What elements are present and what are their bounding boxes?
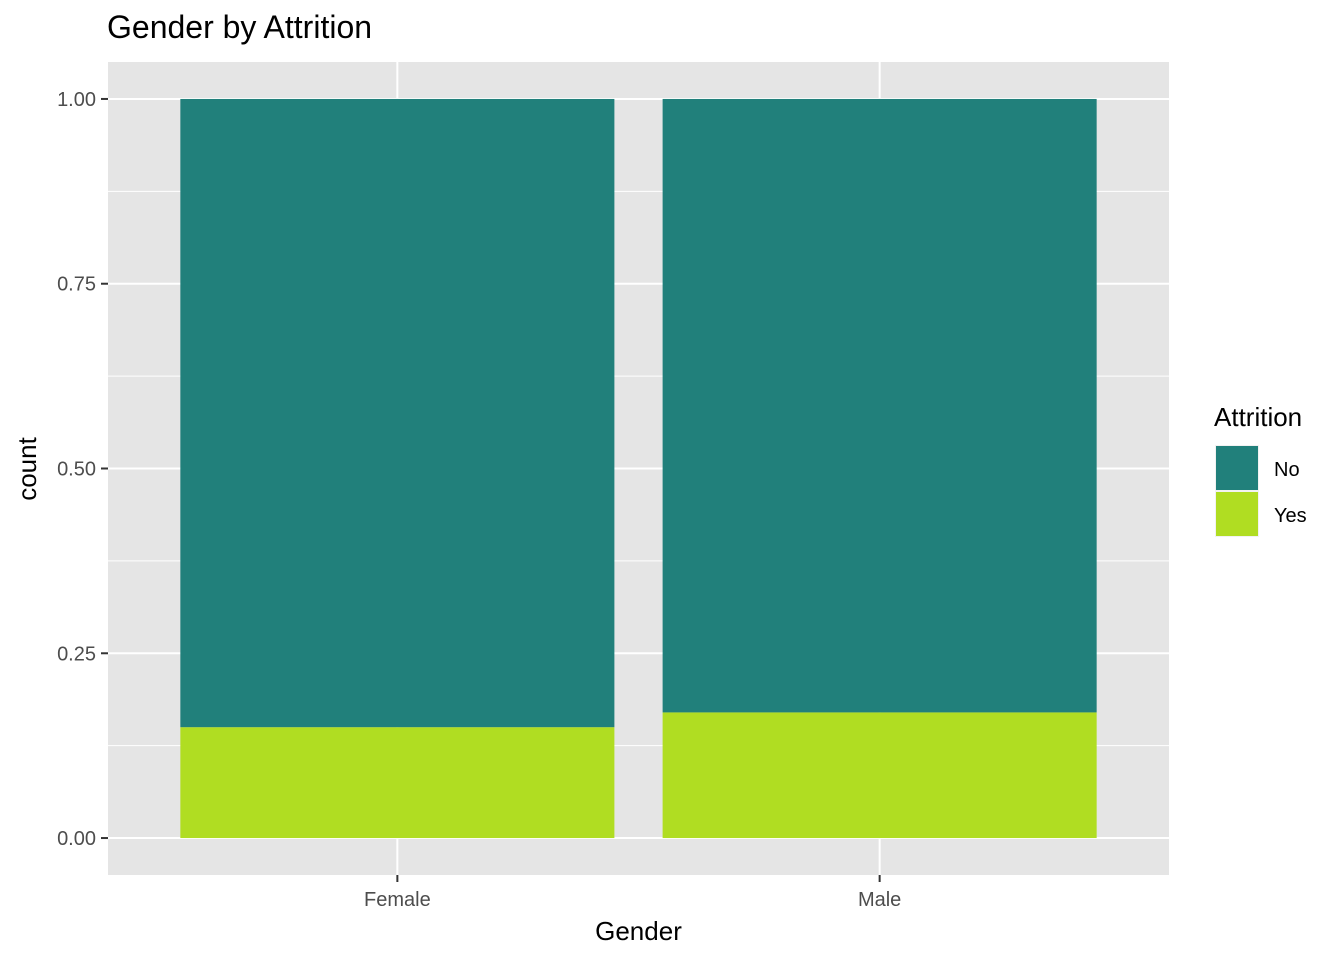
legend: Attrition No Yes: [1214, 402, 1307, 537]
x-tick-label: Male: [858, 889, 901, 911]
x-axis-title: Gender: [595, 916, 682, 946]
bar-female-no: [180, 98, 615, 728]
x-axis: Female Male: [364, 875, 901, 911]
legend-label-no: No: [1274, 459, 1300, 481]
y-tick-label: 0.75: [57, 274, 96, 296]
y-tick-label: 0.50: [57, 459, 96, 481]
legend-label-yes: Yes: [1274, 505, 1307, 527]
legend-title: Attrition: [1214, 402, 1302, 432]
legend-swatch-no: [1216, 446, 1258, 490]
bars: [180, 98, 1097, 839]
bar-female-yes: [180, 727, 615, 839]
chart-title: Gender by Attrition: [107, 9, 372, 45]
y-axis: 0.00 0.25 0.50 0.75 1.00: [57, 89, 108, 850]
x-tick-label: Female: [364, 889, 431, 911]
y-tick-label: 0.25: [57, 643, 96, 665]
bar-male-no: [662, 98, 1097, 713]
bar-male-yes: [662, 712, 1097, 839]
y-tick-label: 1.00: [57, 89, 96, 111]
legend-swatch-yes: [1216, 492, 1258, 536]
y-axis-title: count: [12, 436, 42, 500]
y-tick-label: 0.00: [57, 828, 96, 850]
